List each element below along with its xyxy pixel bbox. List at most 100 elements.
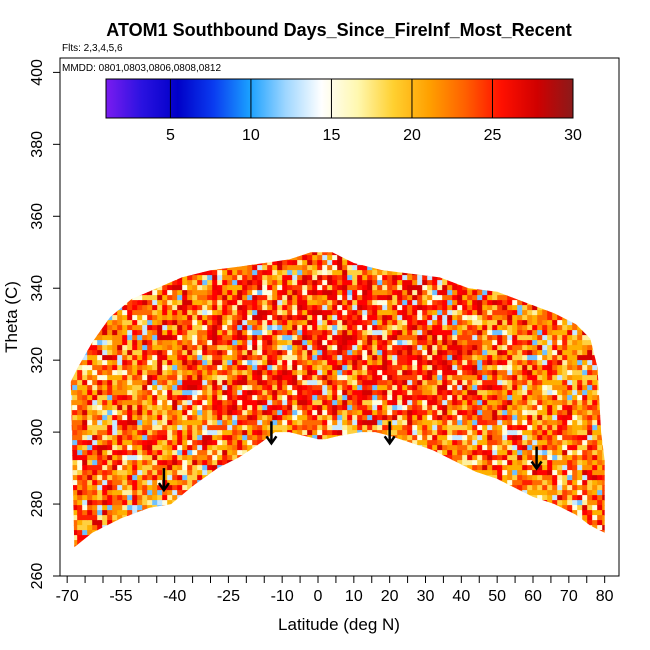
heat-cell: [427, 485, 433, 491]
heat-cell: [347, 405, 353, 411]
heat-cell: [82, 520, 88, 526]
heat-cell: [292, 525, 298, 531]
heat-cell: [427, 305, 433, 311]
heat-cell: [277, 345, 283, 351]
heat-cell: [442, 275, 448, 281]
heat-cell: [332, 405, 338, 411]
heat-cell: [87, 300, 93, 306]
heat-cell: [287, 510, 293, 516]
heat-cell: [277, 355, 283, 361]
heat-cell: [357, 300, 363, 306]
heat-cell: [82, 400, 88, 406]
heat-cell: [70, 375, 73, 381]
heat-cell: [222, 445, 228, 451]
heat-cell: [287, 495, 293, 501]
heat-cell: [452, 350, 458, 356]
heat-cell: [82, 445, 88, 451]
heat-cell: [417, 405, 423, 411]
heat-cell: [402, 535, 408, 541]
heat-cell: [97, 550, 103, 556]
heat-cell: [322, 500, 328, 506]
heat-cell: [142, 525, 148, 531]
heat-cell: [262, 540, 268, 546]
heat-cell: [212, 525, 218, 531]
heat-cell: [132, 395, 138, 401]
heat-cell: [232, 495, 238, 501]
heat-cell: [227, 455, 233, 461]
heat-cell: [117, 460, 123, 466]
heat-cell: [452, 405, 458, 411]
heat-cell: [347, 550, 353, 556]
heat-cell: [72, 285, 78, 291]
heat-cell: [217, 265, 223, 271]
heat-cell: [287, 465, 293, 471]
heat-cell: [70, 485, 73, 491]
heat-cell: [382, 525, 388, 531]
heat-cell: [332, 345, 338, 351]
heat-cell: [257, 515, 263, 521]
heat-cell: [372, 475, 378, 481]
heat-cell: [132, 385, 138, 391]
heat-cell: [417, 460, 423, 466]
heat-cell: [137, 355, 143, 361]
heat-cell: [342, 440, 348, 446]
heat-cell: [70, 445, 73, 451]
heat-cell: [292, 270, 298, 276]
heat-cell: [332, 255, 338, 261]
heat-cell: [167, 380, 173, 386]
heat-cell: [427, 285, 433, 291]
heat-cell: [107, 430, 113, 436]
heat-cell: [352, 395, 358, 401]
heat-cell: [437, 480, 443, 486]
heat-cell: [387, 530, 393, 536]
heat-cell: [232, 305, 238, 311]
heat-cell: [157, 350, 163, 356]
heat-cell: [367, 395, 373, 401]
heat-cell: [442, 385, 448, 391]
heat-cell: [332, 370, 338, 376]
heat-cell: [77, 445, 83, 451]
heat-cell: [157, 420, 163, 426]
heat-cell: [302, 265, 308, 271]
heat-cell: [292, 360, 298, 366]
heat-cell: [287, 370, 293, 376]
heat-cell: [302, 445, 308, 451]
heat-cell: [407, 300, 413, 306]
heat-cell: [232, 270, 238, 276]
heat-cell: [257, 520, 263, 526]
heat-cell: [242, 370, 248, 376]
heat-cell: [312, 545, 318, 548]
heat-cell: [152, 515, 158, 521]
heat-cell: [432, 545, 438, 548]
heat-cell: [192, 520, 198, 526]
heat-cell: [372, 360, 378, 366]
heat-cell: [407, 460, 413, 466]
heat-cell: [137, 340, 143, 346]
heat-cell: [112, 365, 118, 371]
heat-cell: [387, 375, 393, 381]
heat-cell: [202, 380, 208, 386]
heat-cell: [357, 475, 363, 481]
heat-cell: [127, 400, 133, 406]
heat-cell: [447, 475, 453, 481]
heat-cell: [342, 545, 348, 548]
heat-cell: [87, 460, 93, 466]
heat-cell: [312, 365, 318, 371]
heat-cell: [242, 385, 248, 391]
heat-cell: [202, 445, 208, 451]
heat-cell: [257, 435, 263, 441]
heat-cell: [367, 480, 373, 486]
heat-cell: [457, 270, 463, 276]
heat-cell: [107, 290, 113, 296]
heat-cell: [307, 530, 313, 536]
heat-cell: [377, 490, 383, 496]
heat-cell: [142, 460, 148, 466]
heat-cell: [252, 335, 258, 341]
heat-cell: [352, 470, 358, 476]
heat-cell: [312, 550, 318, 556]
heat-cell: [87, 545, 93, 548]
heat-cell: [432, 290, 438, 296]
heat-cell: [382, 320, 388, 326]
heat-cell: [237, 455, 243, 461]
heat-cell: [237, 415, 243, 421]
